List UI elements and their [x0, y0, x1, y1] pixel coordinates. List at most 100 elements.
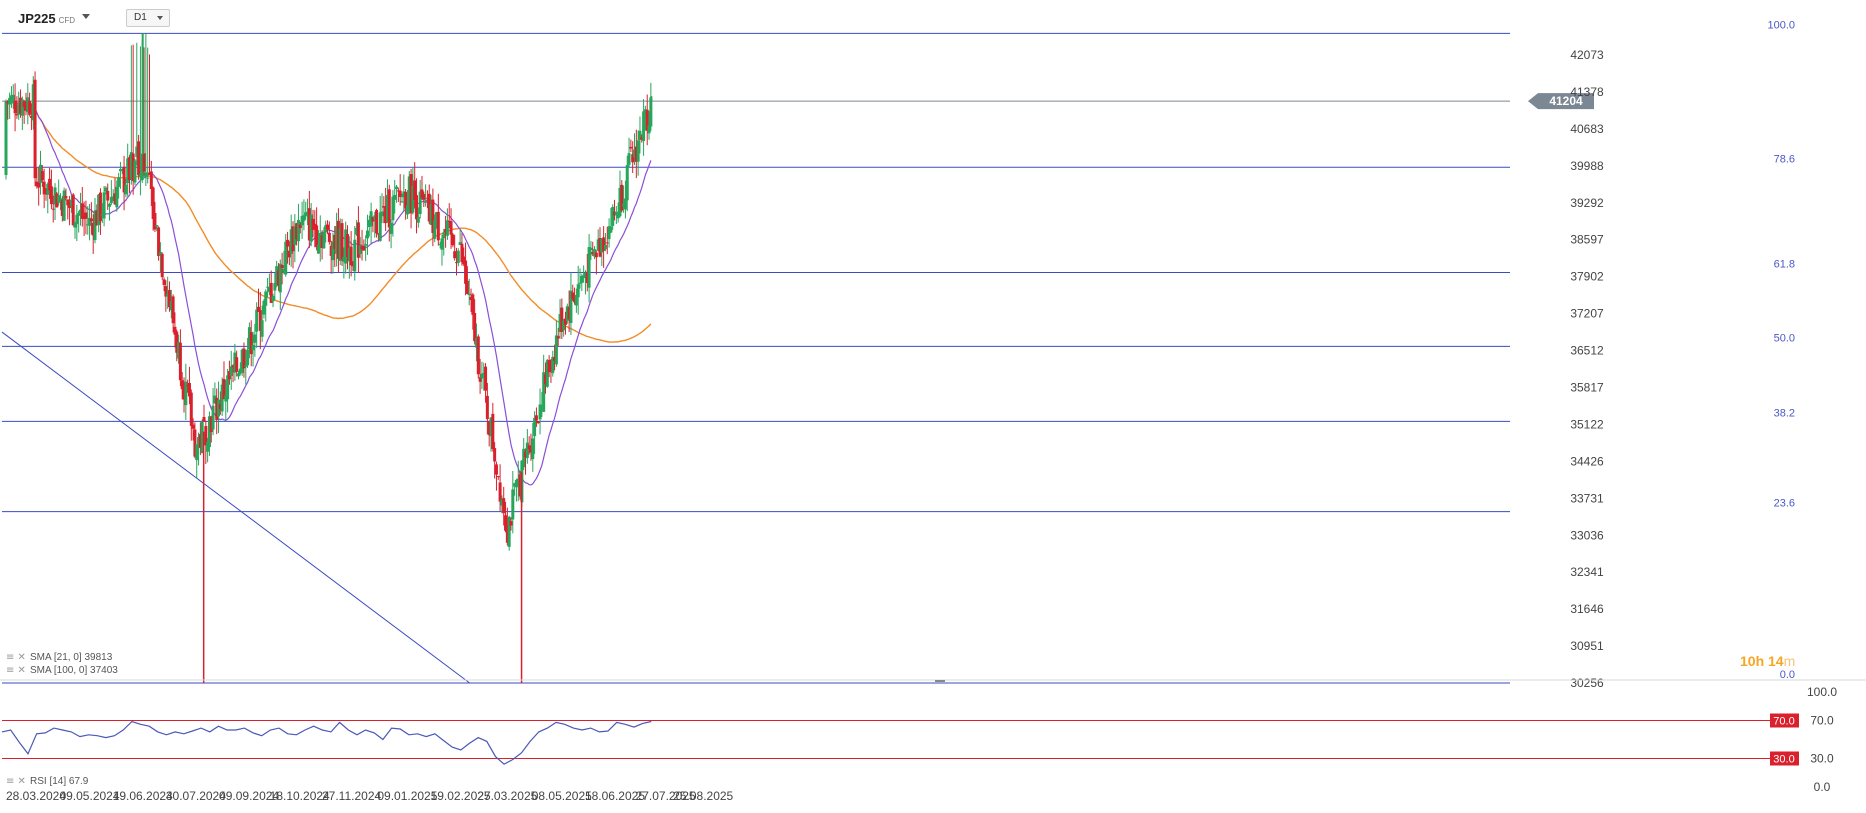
candle-body-291	[533, 417, 537, 437]
price-axis: 42073 41378 40683 39988 39292 38597 37902 37207…	[1570, 48, 1604, 690]
price-tick-6: 37902	[1570, 270, 1604, 284]
timeframe-select[interactable]: D1	[126, 9, 170, 27]
candle-body-67	[126, 158, 130, 184]
candle-body-318	[582, 275, 586, 278]
candle-body-6	[15, 113, 19, 116]
date-tick-12: 27.07.2025	[636, 789, 696, 803]
current-price-badge	[1528, 93, 1594, 110]
candle-body-171	[315, 225, 319, 248]
candle-body-212	[389, 222, 393, 234]
candle-body-261	[478, 377, 482, 382]
candle-body-146	[269, 282, 273, 303]
candle-body-280	[513, 483, 517, 487]
candle-body-189	[347, 248, 351, 262]
candle-body-141	[260, 320, 264, 337]
candle-body-18	[37, 182, 41, 188]
price-tick-15: 31646	[1570, 602, 1604, 616]
candle-body-120	[222, 378, 226, 400]
candle-body-163	[300, 216, 304, 226]
candle-body-289	[529, 446, 533, 453]
candle-body-208	[382, 206, 386, 208]
candle-body-334	[611, 207, 615, 226]
candle-body-111	[206, 442, 210, 452]
candle-body-294	[538, 404, 542, 420]
candle-body-127	[235, 357, 239, 372]
fib-label-23.6: 23.6	[1774, 498, 1795, 510]
countdown-hours: 10h	[1740, 653, 1765, 669]
rsi-menu-icon: ≡ ✕	[6, 776, 26, 787]
candle-body-333	[609, 226, 613, 233]
candle-body-285	[522, 448, 526, 468]
symbol-name: JP225	[18, 11, 56, 26]
candle-body-249	[456, 250, 460, 263]
candle-body-21	[42, 181, 46, 195]
candle-body-211	[387, 189, 391, 228]
chevron-down-icon	[157, 16, 163, 20]
candle-body-319	[583, 272, 587, 279]
candle-body-223	[409, 174, 413, 214]
fib-label-50.0: 50.0	[1774, 332, 1795, 344]
candle-body-104	[193, 429, 197, 457]
candle-body-54	[102, 192, 106, 219]
fib-label-0.0: 0.0	[1780, 669, 1795, 681]
trendline	[1, 331, 470, 684]
candle-body-78	[146, 177, 150, 179]
candle-body-157	[289, 229, 293, 254]
price-tick-16: 30951	[1570, 639, 1604, 653]
candle-body-140	[258, 310, 262, 331]
candle-body-13	[28, 101, 32, 115]
candle-body-126	[233, 352, 237, 373]
candle-body-286	[524, 451, 528, 458]
candle-body-142	[262, 300, 266, 315]
candle-body-69	[129, 152, 133, 179]
candle-body-130	[240, 349, 244, 373]
symbol-selector[interactable]: JP225 CFD	[18, 11, 75, 26]
candle-body-36	[69, 199, 73, 207]
candle-body-91	[169, 301, 173, 311]
candle-body-219	[402, 191, 406, 198]
candles	[4, 33, 653, 683]
candle-body-278	[509, 521, 513, 526]
candle-body-38	[73, 222, 77, 228]
candle-body-251	[460, 243, 464, 263]
candle-body-5	[13, 100, 17, 114]
candle-body-314	[574, 295, 578, 306]
price-tick-14: 32341	[1570, 565, 1604, 579]
candle-body-315	[576, 284, 580, 298]
candle-body-217	[398, 190, 402, 197]
candle-body-56	[106, 190, 110, 201]
symbol-type: CFD	[58, 16, 76, 25]
candle-body-77	[144, 172, 148, 177]
price-tick-12: 33731	[1570, 491, 1604, 505]
price-tick-2: 40683	[1570, 122, 1604, 136]
candle-body-233	[427, 193, 431, 222]
candle-body-114	[211, 405, 215, 430]
candle-body-205	[376, 233, 380, 235]
candle-body-139	[256, 306, 260, 312]
candle-body-346	[633, 149, 637, 158]
candle-body-227	[416, 216, 420, 223]
candle-body-264	[484, 366, 488, 391]
candle-body-270	[494, 464, 498, 475]
candle-body-15	[31, 84, 35, 121]
price-tick-0: 42073	[1570, 48, 1604, 62]
candle-body-298	[545, 360, 549, 387]
candle-body-299	[547, 360, 551, 373]
candle-body-110	[204, 426, 208, 446]
candle-body-188	[346, 234, 350, 258]
price-tick-13: 33036	[1570, 528, 1604, 542]
candle-body-31	[60, 200, 64, 216]
candle-body-129	[238, 368, 242, 374]
candle-body-348	[636, 140, 640, 162]
candle-body-327	[598, 238, 602, 257]
candle-body-311	[569, 290, 573, 323]
symbol-dropdown-icon[interactable]	[82, 14, 90, 19]
candle-body-160	[295, 223, 299, 240]
candle-body-220	[404, 191, 408, 209]
candle-body-216	[396, 190, 400, 192]
candle-body-180	[331, 241, 335, 261]
candle-body-354	[647, 125, 651, 134]
candle-body-107	[198, 434, 202, 448]
fibonacci-levels: 100.0 78.6 61.8 50.0 38.2 23.6 0.0 41204	[2, 19, 1795, 684]
